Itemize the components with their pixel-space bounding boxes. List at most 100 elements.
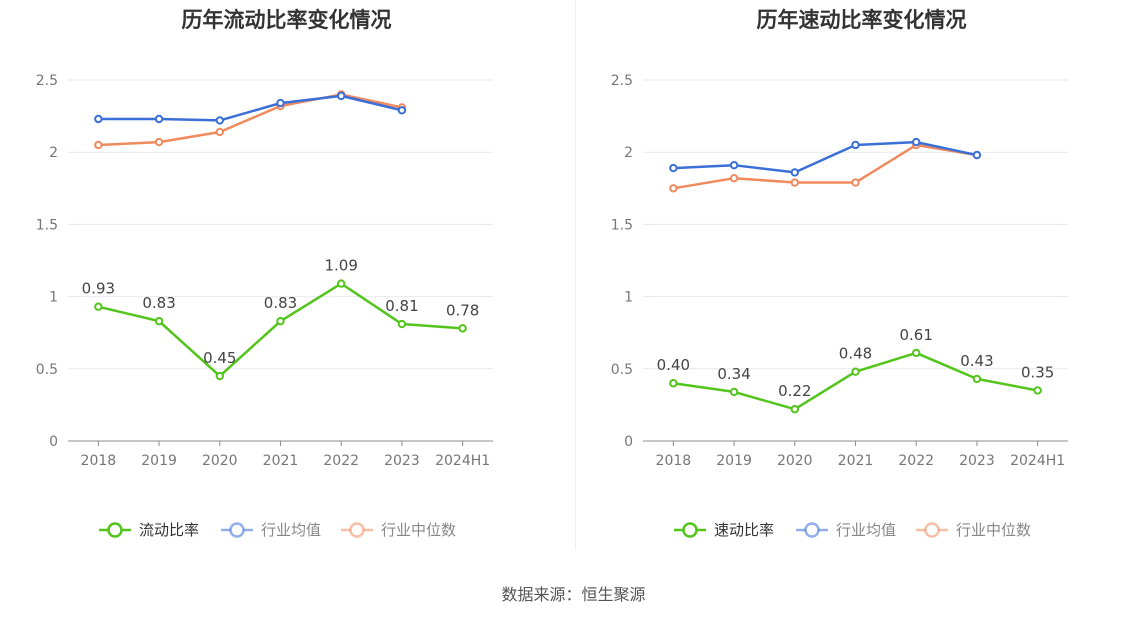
data-point (790, 405, 799, 414)
y-tick-label: 0.5 (36, 362, 58, 378)
legend-item-industry-average: 行业均值 (221, 521, 321, 539)
data-point (851, 140, 860, 150)
data-label: 0.34 (717, 365, 750, 383)
data-label: 0.45 (203, 349, 236, 367)
data-point (215, 116, 224, 125)
current-ratio-plot: 0 0.5 1 1.5 2 2.5 2018 2019 2020 2021 2022 2023 2024… (36, 73, 493, 539)
series-industry-average (94, 91, 407, 125)
x-tick-label: 2021 (838, 453, 874, 469)
y-tick-label: 0.5 (611, 362, 633, 378)
data-point (669, 379, 678, 388)
y-tick-label: 2.5 (36, 73, 58, 89)
data-point (397, 106, 407, 115)
x-tick-label: 2020 (202, 453, 238, 469)
x-tick-label: 2024H1 (1010, 453, 1065, 469)
data-point (729, 387, 739, 397)
legend-label: 行业均值 (261, 521, 321, 539)
legend-label: 速动比率 (714, 521, 774, 539)
quick-ratio-plot: 0 0.5 1 1.5 2 2.5 2018 2019 2020 2021 2022 2023 2024… (611, 73, 1068, 539)
industry-median-line (98, 93, 403, 147)
data-label: 0.40 (657, 356, 690, 374)
data-label: 0.81 (385, 297, 418, 315)
data-point (729, 173, 739, 183)
data-point (729, 160, 739, 170)
data-point (790, 178, 799, 187)
legend-marker (924, 522, 940, 538)
x-tick-label: 2019 (716, 453, 752, 469)
industry-median-line (673, 143, 978, 190)
legend-label: 行业中位数 (956, 521, 1031, 539)
legend-item-main-ratio: 速动比率 (674, 521, 774, 539)
data-point (851, 178, 860, 187)
data-point (215, 127, 224, 137)
y-tick-label: 2.5 (611, 73, 633, 89)
legend-item-industry-average: 行业均值 (796, 521, 896, 539)
data-label: 0.61 (900, 326, 933, 344)
data-label: 1.09 (325, 257, 358, 275)
industry-average-line (673, 140, 978, 174)
series-main-ratio: 0.93 0.83 0.45 0.83 1.09 0.81 0.78 (82, 257, 479, 381)
legend-label: 流动比率 (139, 521, 199, 539)
data-point (94, 302, 103, 311)
data-label: 0.22 (778, 382, 811, 400)
y-tick-label: 1 (49, 290, 58, 306)
x-tick-label: 2020 (777, 453, 813, 469)
data-point (1033, 386, 1042, 395)
data-point (972, 374, 982, 384)
panel-divider (575, 0, 576, 550)
data-point (276, 98, 285, 108)
data-point (276, 316, 285, 326)
x-tick-label: 2019 (141, 453, 177, 469)
y-tick-label: 2 (49, 145, 58, 161)
y-tick-label: 1 (624, 290, 633, 306)
chart-title: 历年速动比率变化情况 (756, 8, 967, 32)
y-tick-label: 0 (624, 434, 633, 450)
x-tick-label: 2018 (656, 453, 692, 469)
data-label: 0.78 (446, 301, 479, 319)
data-point (912, 137, 921, 147)
chart-title: 历年流动比率变化情况 (181, 8, 392, 32)
data-point (337, 91, 346, 101)
data-label: 0.35 (1021, 363, 1054, 381)
x-tick-label: 2021 (263, 453, 299, 469)
data-point (397, 319, 407, 329)
data-point (458, 324, 467, 333)
x-tick-label: 2022 (898, 453, 934, 469)
y-tick-label: 0 (49, 434, 58, 450)
data-point (669, 184, 678, 193)
legend-label: 行业均值 (836, 521, 896, 539)
quick-ratio-chart: 历年速动比率变化情况 0 0.5 1 1.5 2 2.5 2018 2019 2020 2021 2… (575, 0, 1147, 560)
data-point (790, 168, 799, 177)
data-label: 0.43 (960, 352, 993, 370)
legend-marker (349, 522, 365, 538)
legend-marker (229, 522, 245, 538)
legend-marker (682, 522, 698, 538)
data-label: 0.83 (142, 294, 175, 312)
x-tick-label: 2023 (959, 453, 995, 469)
data-point (154, 316, 164, 326)
data-point (154, 137, 164, 147)
series-industry-average (669, 137, 982, 177)
legend-marker (804, 522, 820, 538)
data-label: 0.83 (264, 294, 297, 312)
data-point (912, 348, 921, 358)
legend-label: 行业中位数 (381, 521, 456, 539)
data-point (669, 163, 678, 173)
x-tick-label: 2024H1 (435, 453, 490, 469)
current-ratio-chart: 历年流动比率变化情况 0 0.5 1 1.5 2 2.5 2018 2019 2020 2021 2… (0, 0, 573, 560)
legend-item-main-ratio: 流动比率 (99, 521, 199, 539)
legend-item-industry-median: 行业中位数 (341, 521, 456, 539)
y-tick-label: 1.5 (36, 217, 58, 233)
data-point (851, 367, 860, 376)
data-point (215, 371, 224, 381)
industry-average-line (98, 94, 403, 122)
data-point (94, 114, 103, 124)
data-point (337, 279, 346, 288)
data-label: 0.93 (82, 280, 115, 298)
data-source: 数据来源：恒生聚源 (501, 585, 646, 604)
data-point (154, 114, 164, 124)
legend-item-industry-median: 行业中位数 (916, 521, 1031, 539)
x-tick-label: 2023 (384, 453, 420, 469)
data-point (972, 150, 982, 160)
x-tick-label: 2018 (81, 453, 117, 469)
